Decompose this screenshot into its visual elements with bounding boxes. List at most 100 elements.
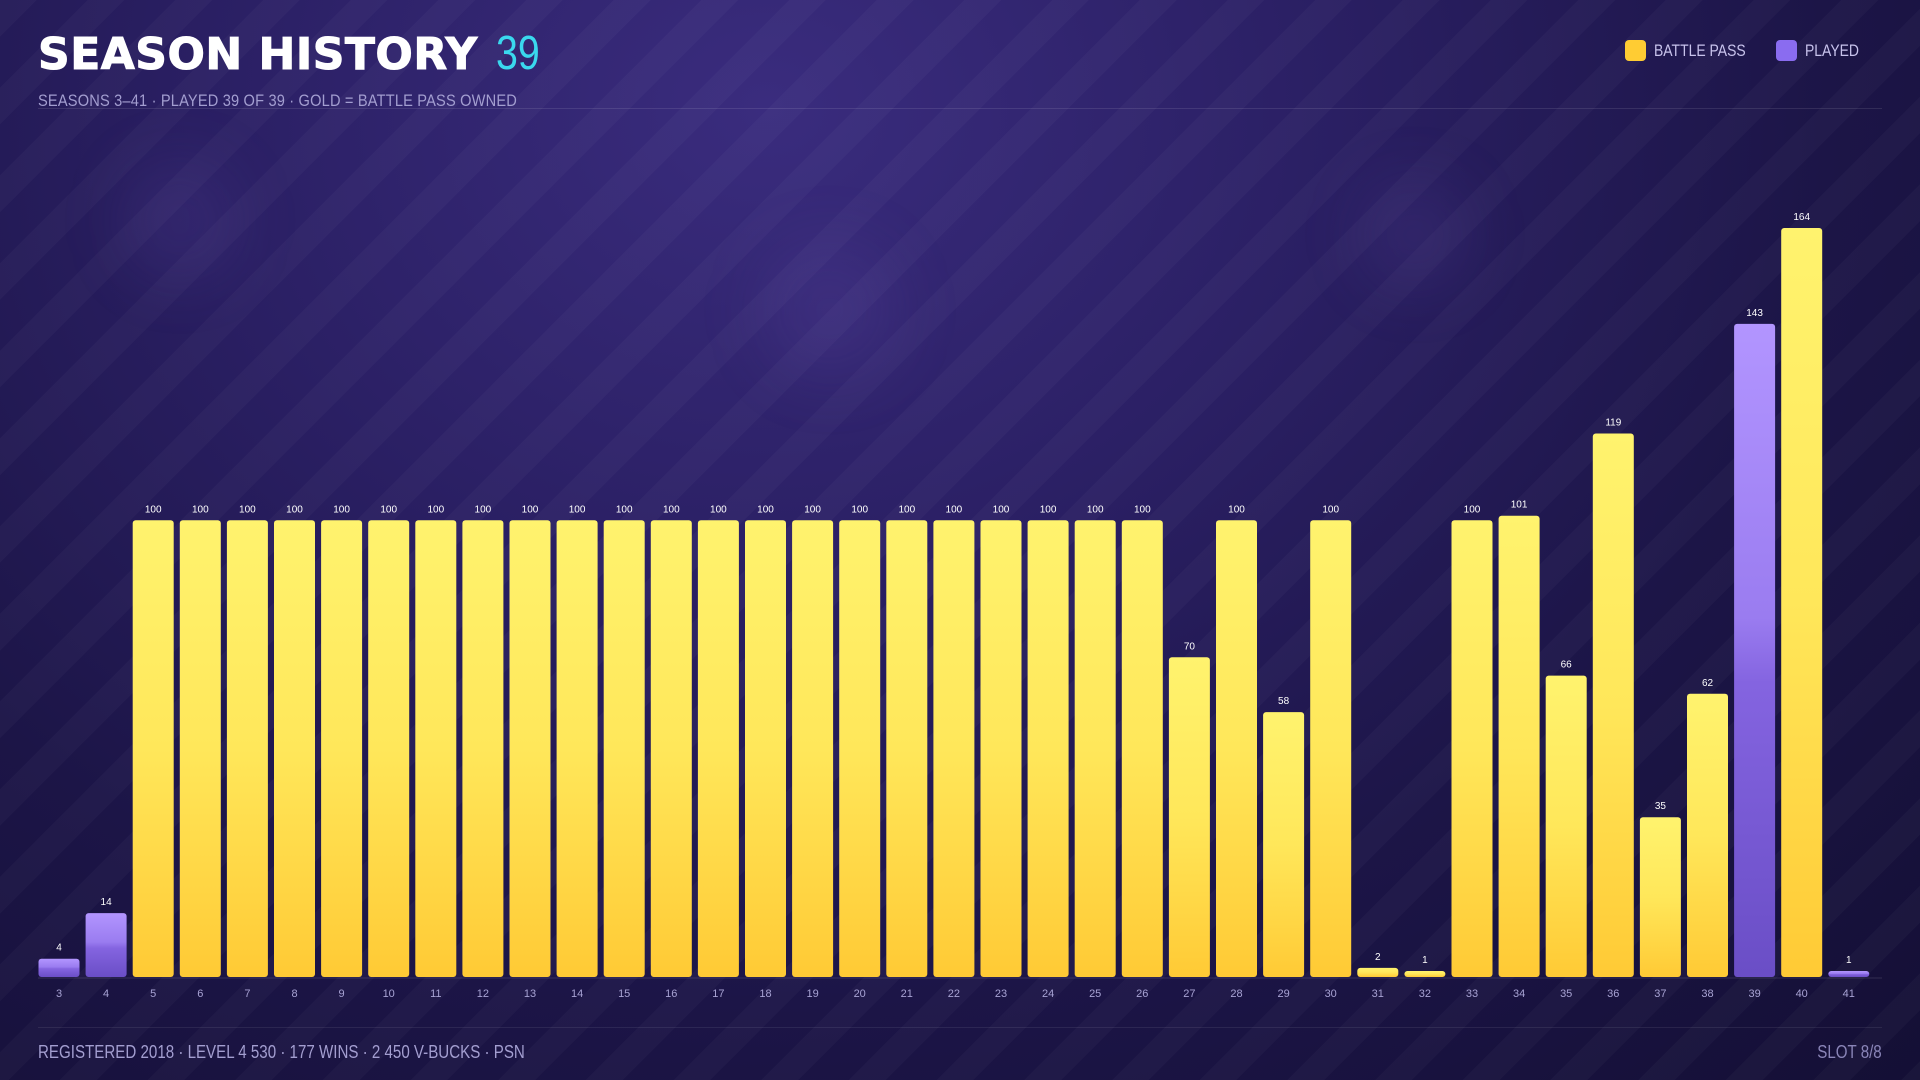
x-tick-label: 29 xyxy=(1277,988,1289,1000)
bar-season-37 xyxy=(1639,817,1681,977)
x-tick-label: 27 xyxy=(1183,988,1195,1000)
bar-value-label: 66 xyxy=(1561,660,1573,671)
bar-value-label: 100 xyxy=(663,504,680,515)
bar-season-16 xyxy=(650,520,692,977)
legend-swatch-battle-pass xyxy=(1625,40,1647,61)
x-tick-label: 17 xyxy=(712,988,724,1000)
header: SEASON HISTORY 39 SEASONS 3–41 · PLAYED … xyxy=(38,26,595,111)
bar-season-26 xyxy=(1121,520,1163,977)
bar-season-33 xyxy=(1451,520,1493,977)
x-tick-label: 30 xyxy=(1325,988,1337,1000)
bar-value-label: 100 xyxy=(851,504,868,515)
legend-item-battle-pass: BATTLE PASS xyxy=(1625,40,1752,61)
bar-value-label: 58 xyxy=(1278,696,1290,707)
x-tick-label: 33 xyxy=(1466,988,1478,1000)
bar-value-label: 14 xyxy=(101,897,113,908)
bar-season-30 xyxy=(1310,520,1352,977)
bar-season-4 xyxy=(85,913,127,977)
bar-season-25 xyxy=(1074,520,1116,977)
bar-value-label: 100 xyxy=(380,504,397,515)
bar-season-20 xyxy=(839,520,881,977)
bar-value-label: 100 xyxy=(1464,504,1481,515)
x-tick-label: 35 xyxy=(1560,988,1572,1000)
x-tick-label: 14 xyxy=(571,988,583,1000)
bar-season-9 xyxy=(321,520,363,977)
x-tick-label: 23 xyxy=(995,988,1007,1000)
legend-item-played: PLAYED xyxy=(1776,40,1859,61)
bar-value-label: 1 xyxy=(1846,955,1852,966)
bar-value-label: 1 xyxy=(1422,955,1428,966)
bar-season-29 xyxy=(1263,712,1305,977)
x-tick-label: 25 xyxy=(1089,988,1101,1000)
x-tick-label: 18 xyxy=(759,988,771,1000)
x-tick-label: 36 xyxy=(1607,988,1619,1000)
bar-value-label: 100 xyxy=(522,504,539,515)
bar-value-label: 100 xyxy=(1087,504,1104,515)
x-tick-label: 20 xyxy=(854,988,866,1000)
bar-season-17 xyxy=(697,520,739,977)
bar-value-label: 100 xyxy=(616,504,633,515)
bar-value-label: 164 xyxy=(1793,212,1810,223)
bar-season-34 xyxy=(1498,515,1540,977)
page-title: SEASON HISTORY xyxy=(38,29,478,81)
x-tick-label: 9 xyxy=(339,988,345,1000)
x-tick-label: 37 xyxy=(1654,988,1666,1000)
legend-swatch-played xyxy=(1776,40,1798,61)
bar-season-6 xyxy=(179,520,221,977)
bar-season-35 xyxy=(1545,675,1587,977)
x-tick-label: 41 xyxy=(1843,988,1855,1000)
x-tick-label: 10 xyxy=(383,988,395,1000)
x-tick-label: 32 xyxy=(1419,988,1431,1000)
bar-season-5 xyxy=(132,520,174,977)
bar-value-label: 62 xyxy=(1702,678,1714,689)
bar-value-label: 143 xyxy=(1746,308,1763,319)
bar-value-label: 100 xyxy=(569,504,586,515)
bar-season-27 xyxy=(1168,657,1210,977)
bar-value-label: 100 xyxy=(475,504,492,515)
bar-season-38 xyxy=(1687,693,1728,977)
bar-season-13 xyxy=(509,520,551,977)
bar-value-label: 119 xyxy=(1605,418,1621,429)
x-tick-label: 7 xyxy=(244,988,250,1000)
bar-value-label: 100 xyxy=(145,504,162,515)
x-tick-label: 40 xyxy=(1796,988,1808,1000)
bar-season-22 xyxy=(933,520,975,977)
bar-value-label: 100 xyxy=(1040,504,1057,515)
bar-value-label: 100 xyxy=(898,504,915,515)
bar-value-label: 100 xyxy=(192,504,209,515)
bar-season-28 xyxy=(1216,520,1257,977)
title-row: SEASON HISTORY 39 xyxy=(38,26,595,81)
bar-value-label: 100 xyxy=(333,504,350,515)
slot-indicator: SLOT 8/8 xyxy=(1817,1042,1882,1062)
bar-value-label: 101 xyxy=(1511,500,1528,511)
bar-value-label: 100 xyxy=(804,504,821,515)
x-tick-label: 11 xyxy=(430,988,441,1000)
bars xyxy=(38,228,1870,977)
x-tick-label: 16 xyxy=(665,988,677,1000)
bar-season-18 xyxy=(745,520,786,977)
bar-season-36 xyxy=(1592,433,1634,977)
bar-season-40 xyxy=(1781,228,1823,977)
x-tick-label: 39 xyxy=(1748,988,1760,1000)
x-tick-label: 21 xyxy=(901,988,913,1000)
bar-value-label: 4 xyxy=(56,943,62,954)
page-subtitle: SEASONS 3–41 · PLAYED 39 OF 39 · GOLD = … xyxy=(38,91,518,110)
x-tick-label: 5 xyxy=(150,988,156,1000)
x-tick-label: 3 xyxy=(56,988,62,1000)
x-tick-labels: 3 4 5 6 7 8 9 10 11 12 13 14 15 16 17 18 19 20 21 22 23 24 25 2… xyxy=(56,988,1855,1000)
bar-season-23 xyxy=(980,520,1022,977)
x-tick-label: 8 xyxy=(291,988,297,1000)
x-tick-label: 13 xyxy=(524,988,536,1000)
bar-value-label: 100 xyxy=(1322,504,1339,515)
bar-season-21 xyxy=(886,520,928,977)
bar-season-32 xyxy=(1404,971,1446,977)
bar-value-label: 100 xyxy=(757,504,774,515)
x-tick-label: 26 xyxy=(1136,988,1148,1000)
x-tick-label: 19 xyxy=(806,988,818,1000)
season-count: 39 xyxy=(495,27,540,80)
bar-season-24 xyxy=(1027,520,1069,977)
x-tick-label: 15 xyxy=(618,988,630,1000)
bar-season-7 xyxy=(226,520,268,977)
bar-season-10 xyxy=(368,520,410,977)
